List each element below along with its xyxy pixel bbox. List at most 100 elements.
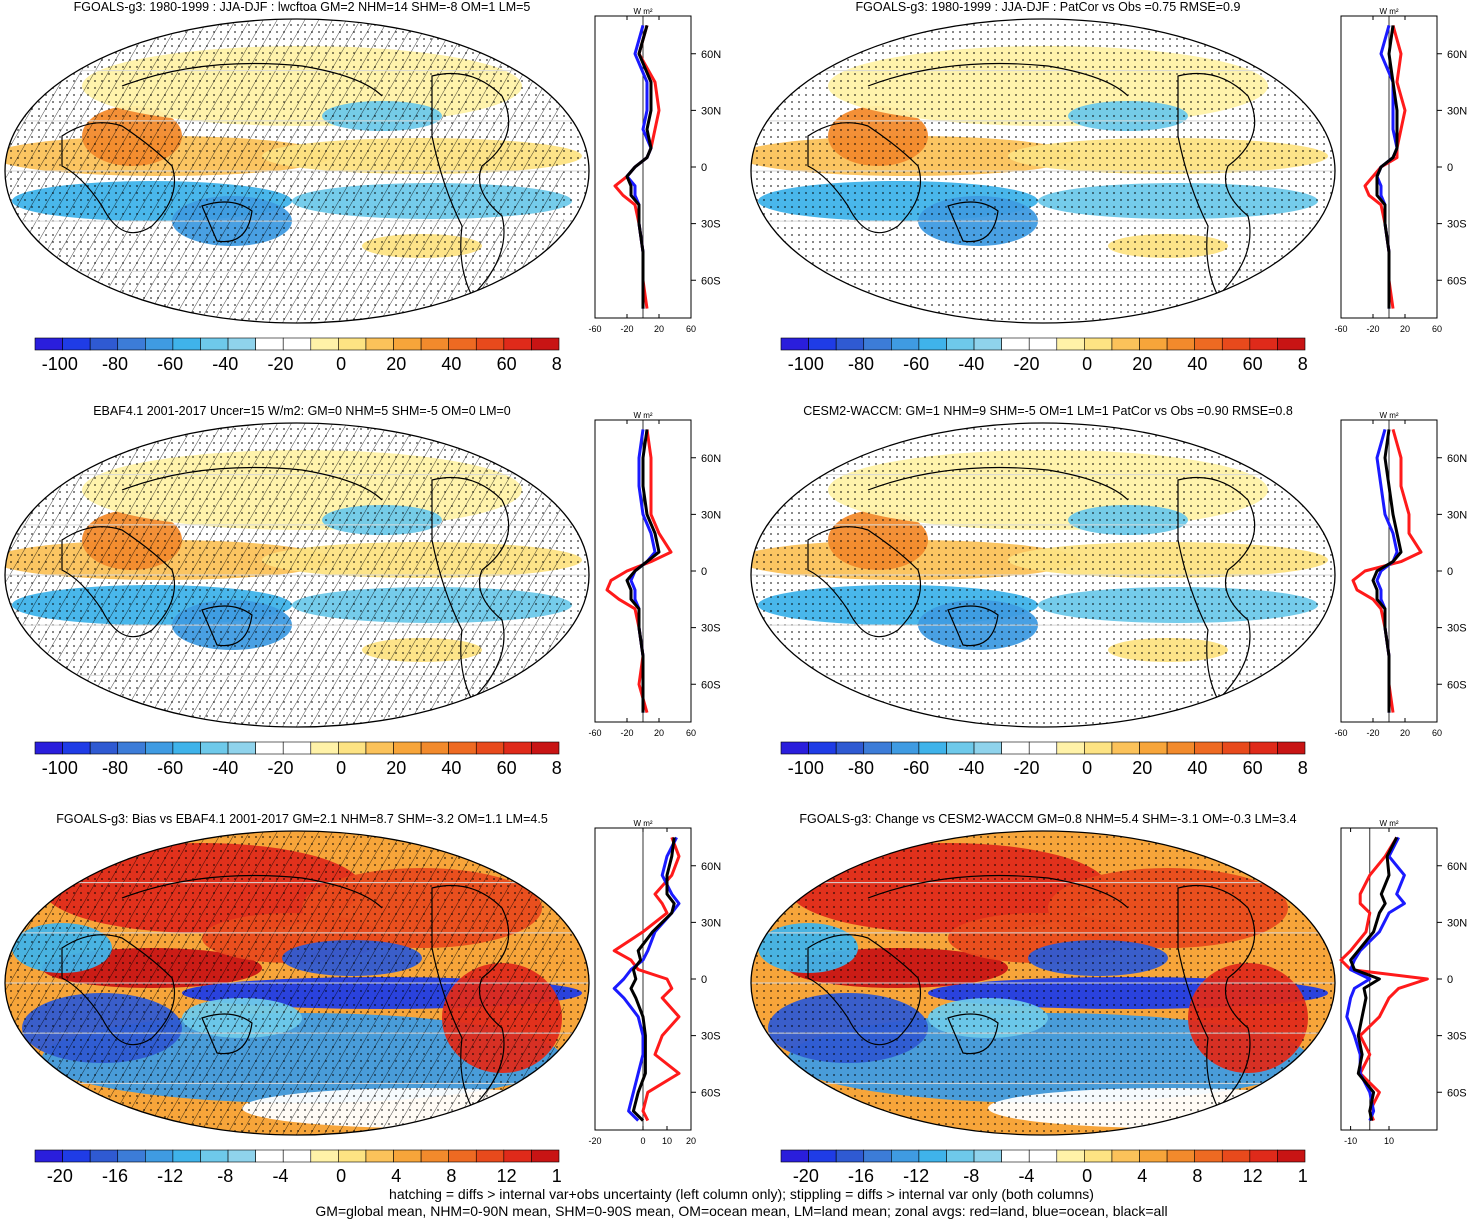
robinson-map	[750, 830, 1336, 1136]
map-outline	[750, 18, 1336, 324]
colorbar-swatch	[393, 741, 422, 755]
panel-bottom-right: FGOALS-g3: Change vs CESM2-WACCM GM=0.8 …	[748, 812, 1483, 1217]
colorbar-swatch	[1166, 1149, 1195, 1163]
colorbar-swatch	[89, 337, 119, 351]
colorbar-swatch	[420, 1149, 449, 1163]
map-field	[5, 831, 589, 1135]
colorbar-swatch	[227, 337, 256, 351]
colorbar-swatch	[1028, 337, 1058, 351]
colorbar-tick-label: -100	[788, 354, 824, 374]
panel-title: CESM2-WACCM: GM=1 NHM=9 SHM=-5 OM=1 LM=1…	[803, 404, 1293, 418]
colorbar-swatch	[780, 337, 809, 351]
zonal-units-label: W m²	[633, 819, 652, 828]
colorbar-swatch	[1001, 741, 1030, 755]
colorbar-tick-label: -80	[102, 354, 128, 374]
colorbar-swatch	[227, 1149, 256, 1163]
zonal-x-tick-label: -20	[1366, 728, 1379, 738]
robinson-map	[750, 422, 1336, 728]
colorbar-tick-label: -100	[788, 758, 824, 778]
colorbar-tick-label: 0	[336, 354, 346, 374]
colorbar-tick-label: 20	[1132, 758, 1152, 778]
colorbar-swatch	[117, 741, 146, 755]
lat-tick-label: 30S	[701, 1031, 721, 1043]
zonal-units-label: W m²	[633, 7, 652, 16]
colorbar-swatch	[1056, 1149, 1085, 1163]
colorbar-swatch	[475, 741, 505, 755]
zonal-x-tick-label: -60	[1334, 728, 1347, 738]
colorbar-tick-label: -12	[903, 1166, 929, 1186]
zonal-average-plot: W m² 60N 30N 0 30S 60S -60 -20 20 60	[1334, 411, 1467, 738]
colorbar-tick-label: 8	[1192, 1166, 1202, 1186]
colorbar-swatch	[448, 337, 477, 351]
zonal-x-tick-label: 60	[686, 324, 696, 334]
panel-title: FGOALS-g3: 1980-1999 : JJA-DJF : lwcftoa…	[73, 0, 531, 14]
panel-bottom-left: FGOALS-g3: Bias vs EBAF4.1 2001-2017 GM=…	[2, 812, 742, 1217]
panel-middle-right: CESM2-WACCM: GM=1 NHM=9 SHM=-5 OM=1 LM=1…	[748, 404, 1483, 809]
colorbar-swatch	[891, 741, 920, 755]
lat-tick-label: 30N	[701, 105, 721, 117]
colorbar-swatch	[420, 337, 449, 351]
colorbar-swatch	[310, 337, 339, 351]
colorbar-swatch	[1194, 337, 1223, 351]
colorbar: -100-80-60-40-20020406080100	[780, 337, 1308, 374]
colorbar-swatch	[946, 337, 975, 351]
colorbar-swatch	[1249, 337, 1278, 351]
colorbar-tick-label: -100	[42, 354, 78, 374]
colorbar-tick-label: -100	[42, 758, 78, 778]
colorbar-swatch	[918, 741, 947, 755]
colorbar-swatch	[946, 1149, 975, 1163]
zonal-line-land	[1339, 836, 1429, 1122]
colorbar-swatch	[835, 337, 865, 351]
colorbar-swatch	[172, 337, 201, 351]
colorbar-swatch	[1001, 1149, 1030, 1163]
zonal-units-label: W m²	[633, 411, 652, 420]
map-outline	[4, 18, 590, 324]
colorbar-swatch	[145, 1149, 174, 1163]
colorbar-swatch	[62, 1149, 91, 1163]
colorbar-swatch	[973, 337, 1002, 351]
lat-tick-label: 30S	[1447, 219, 1467, 231]
colorbar-tick-label: 20	[386, 758, 406, 778]
colorbar-tick-label: 60	[497, 758, 517, 778]
colorbar-swatch	[835, 741, 865, 755]
colorbar-swatch	[1249, 741, 1278, 755]
colorbar-swatch	[310, 741, 339, 755]
lat-tick-label: 30S	[1447, 623, 1467, 635]
colorbar: -20-16-12-8-4048121620	[780, 1149, 1308, 1186]
colorbar-swatch	[145, 741, 174, 755]
zonal-line-all	[1375, 25, 1399, 309]
lat-tick-label: 60S	[701, 275, 721, 287]
colorbar-swatch	[310, 1149, 339, 1163]
zonal-x-tick-label: -10	[1344, 1136, 1357, 1146]
robinson-map	[4, 422, 590, 728]
zonal-x-tick-label: -60	[588, 728, 601, 738]
colorbar-tick-label: 80	[552, 758, 562, 778]
zonal-x-tick-label: -20	[1366, 324, 1379, 334]
panel-top-right: FGOALS-g3: 1980-1999 : JJA-DJF : PatCor …	[748, 0, 1483, 405]
colorbar-swatch	[863, 337, 892, 351]
colorbar-swatch	[338, 741, 367, 755]
colorbar-swatch	[420, 741, 449, 755]
colorbar-swatch	[1277, 1149, 1306, 1163]
colorbar-swatch	[835, 1149, 865, 1163]
colorbar-swatch	[1001, 337, 1030, 351]
lat-tick-label: 30S	[701, 219, 721, 231]
panel-top-left: FGOALS-g3: 1980-1999 : JJA-DJF : lwcftoa…	[2, 0, 742, 405]
zonal-line-land	[612, 836, 681, 1122]
colorbar-tick-label: -20	[793, 1166, 819, 1186]
colorbar-swatch	[1111, 1149, 1140, 1163]
zonal-x-tick-label: 60	[1432, 728, 1442, 738]
colorbar-tick-label: 40	[441, 354, 461, 374]
colorbar-swatch	[172, 1149, 201, 1163]
colorbar-swatch	[117, 337, 146, 351]
colorbar-swatch	[1056, 741, 1085, 755]
panel-title: FGOALS-g3: Bias vs EBAF4.1 2001-2017 GM=…	[56, 812, 548, 826]
lat-tick-label: 60N	[701, 453, 721, 465]
colorbar-swatch	[34, 337, 63, 351]
zonal-x-tick-label: 20	[654, 728, 664, 738]
lat-tick-label: 60N	[1447, 861, 1467, 873]
map-field	[5, 423, 589, 727]
colorbar: -100-80-60-40-20020406080100	[34, 337, 562, 374]
colorbar-tick-label: 4	[1137, 1166, 1147, 1186]
colorbar-swatch	[1028, 1149, 1058, 1163]
